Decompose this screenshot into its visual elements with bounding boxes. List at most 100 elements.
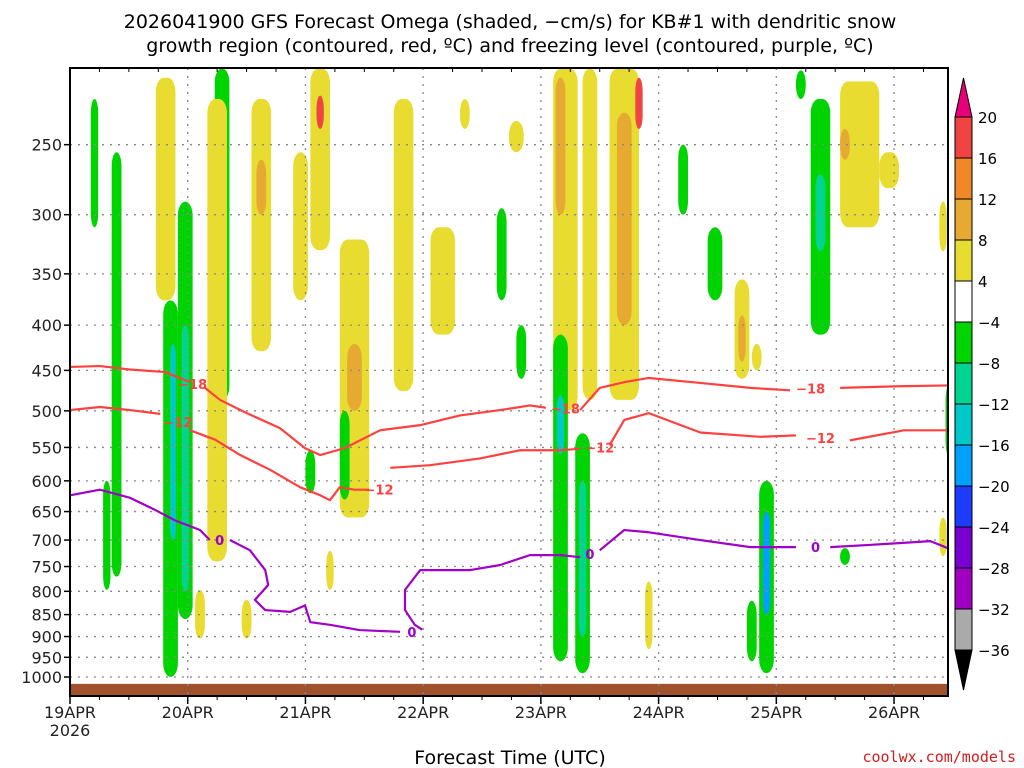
y-tick-label: 450 (31, 361, 62, 380)
contour-line-m18 (840, 384, 949, 389)
omega-cell (393, 99, 414, 392)
chart-title-line2: growth region (contoured, red, ºC) and f… (146, 35, 873, 57)
omega-cell (516, 325, 527, 379)
colorbar-swatch (954, 485, 973, 528)
colorbar-swatch (954, 362, 973, 405)
x-tick-label: 19APR (44, 703, 96, 722)
colorbar-swatch (954, 198, 973, 241)
contour-label: −12 (163, 416, 192, 431)
omega-cell (241, 599, 252, 639)
contour-label: 0 (811, 541, 820, 556)
colorbar-over-arrow (954, 77, 973, 118)
colorbar-swatch (954, 239, 973, 282)
axes: 250 300 350 400 450 500 550 600 650 700 750 800 850 9… (21, 68, 924, 740)
omega-cell (645, 581, 653, 650)
omega-cell (707, 227, 723, 301)
omega-cell (155, 77, 176, 301)
omega-cell (635, 77, 643, 129)
colorbar: 20 16 12 8 4 −4 −8 −12 −16 −20 −24 −28 −32 −36 (954, 77, 1010, 691)
omega-cell (751, 343, 762, 371)
omega-cell (939, 201, 947, 252)
x-axis-label: Forecast Time (UTC) (414, 747, 605, 768)
y-tick-label: 900 (31, 628, 62, 647)
contour-line-0 (69, 488, 211, 541)
colorbar-label: −28 (978, 560, 1010, 578)
colorbar-label: −20 (978, 478, 1010, 496)
colorbar-label: 12 (978, 191, 997, 209)
omega-cell (459, 99, 470, 129)
colorbar-label: 4 (978, 273, 988, 291)
y-tick-label: 300 (31, 206, 62, 225)
y-tick-label: 400 (31, 316, 62, 335)
colorbar-label: 20 (978, 109, 997, 127)
contour-line-0 (599, 528, 796, 552)
omega-cell (582, 68, 598, 400)
contour-label: −12 (806, 432, 835, 447)
y-tick-label: 500 (31, 402, 62, 421)
contour-label: −18 (178, 378, 207, 393)
omega-cell (578, 480, 587, 637)
contour-label: 0 (585, 548, 594, 563)
omega-cell (293, 152, 308, 301)
contour-label: −18 (551, 403, 580, 418)
contour-line-0 (229, 539, 401, 633)
omega-cell (90, 99, 99, 228)
colorbar-swatch (954, 157, 973, 200)
terrain-band (70, 683, 948, 696)
y-tick-label: 1000 (21, 668, 62, 687)
contour-label: 0 (215, 534, 224, 549)
contour-line-m12 (390, 447, 581, 469)
omega-cell (840, 81, 880, 228)
contour-line-m12 (69, 405, 161, 415)
chart-title-line1: 2026041900 GFS Forecast Omega (shaded, −… (124, 11, 897, 33)
colorbar-swatch (954, 444, 973, 487)
x-tick-label: 22APR (397, 703, 449, 722)
colorbar-swatch (954, 403, 973, 446)
contour-label: −12 (585, 441, 614, 456)
credit-text: coolwx.com/models (862, 748, 1016, 766)
contour-line-m12 (189, 429, 370, 502)
x-tick-label: 23APR (515, 703, 567, 722)
contour-line-m18 (579, 376, 791, 411)
contour-line-m18 (204, 387, 546, 457)
contour-line-0 (403, 553, 581, 631)
plot-frame (69, 67, 949, 697)
colorbar-label: 16 (978, 150, 997, 168)
contour-line-m12 (608, 412, 796, 446)
contour-line-m18 (69, 364, 191, 384)
x-tick-sublabel: 2026 (50, 721, 91, 740)
y-tick-label: 600 (31, 472, 62, 491)
omega-cell (553, 334, 568, 662)
omega-cell (746, 600, 757, 662)
colorbar-label: −16 (978, 437, 1010, 455)
omega-cell (251, 99, 272, 352)
contour-label: 0 (407, 626, 416, 641)
omega-cell (256, 159, 267, 215)
colorbar-swatch (954, 608, 973, 651)
omega-cell (347, 343, 362, 411)
y-tick-label: 800 (31, 582, 62, 601)
omega-cell (111, 152, 122, 577)
omega-cell (815, 174, 826, 252)
omega-cell (840, 548, 850, 565)
omega-cell (795, 70, 806, 100)
omega-cell (939, 517, 947, 557)
colorbar-swatch (954, 321, 973, 364)
omega-cell (509, 120, 524, 153)
omega-cell (840, 128, 850, 160)
colorbar-label: −12 (978, 396, 1010, 414)
x-tick-label: 20APR (162, 703, 214, 722)
y-tick-label: 550 (31, 438, 62, 457)
omega-cell (762, 511, 771, 615)
omega-cell (316, 95, 324, 129)
contour-label: −12 (365, 484, 394, 499)
omega-cell (879, 152, 899, 189)
contour-line-m12 (849, 429, 948, 442)
x-tick-label: 26APR (868, 703, 920, 722)
colorbar-label: −36 (978, 642, 1010, 660)
colorbar-under-arrow (954, 649, 973, 691)
contours: −18 −18 −18 −12 −12 −12 −12 0 0 0 0 (69, 364, 949, 641)
omega-cell (207, 99, 227, 562)
x-tick-label: 25APR (750, 703, 802, 722)
